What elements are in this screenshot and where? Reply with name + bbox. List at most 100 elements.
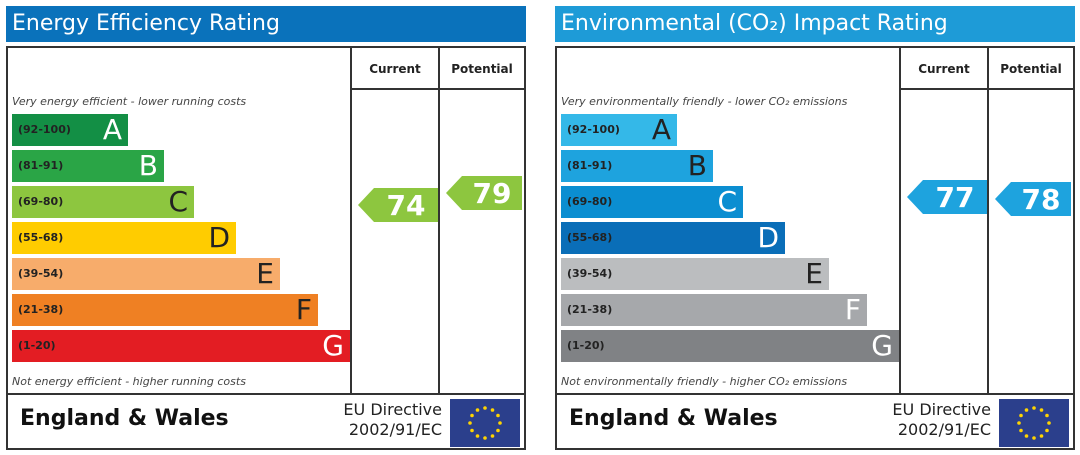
flag-star [470,413,474,418]
rating-band-f: (21-38) F [561,294,867,326]
potential-score-arrow-value: 79 [473,177,512,210]
band-range-label: (55-68) [18,231,64,244]
band-letter: C [168,185,188,218]
band-letter: F [844,293,861,326]
current-score-arrow-shape [358,188,438,222]
current-column-header: Current [918,62,970,76]
potential-score-arrow-shape [446,176,522,210]
potential-score-arrow: 78 [995,182,1071,216]
flag-star [1019,428,1023,433]
band-letter: G [322,329,344,362]
current-column-header: Current [369,62,421,76]
flag-star [496,428,500,433]
environmental-directive: EU Directive 2002/91/EC [861,400,991,440]
current-score-arrow-value: 77 [936,181,975,214]
environmental-impact-panel: Environmental (CO₂) Impact Rating Curren… [555,6,1075,450]
band-letter: D [208,221,230,254]
current-score-arrow-value: 74 [387,189,426,222]
energy-bottom-note: Not energy efficient - higher running co… [12,375,246,388]
environmental-bottom-note: Not environmentally friendly - higher CO… [561,375,848,388]
flag-star [1032,406,1036,410]
flag-star [468,421,472,425]
band-range-label: (1-20) [18,339,56,352]
flag-star [496,413,500,418]
band-range-label: (1-20) [567,339,605,352]
band-letter: E [805,257,823,290]
flag-star [475,434,480,438]
flag-star [490,434,495,438]
band-letter: C [717,185,737,218]
flag-star [1045,428,1049,433]
band-letter: G [871,329,893,362]
potential-score-arrow-value: 78 [1022,183,1061,216]
flag-star [498,421,502,425]
flag-star [1024,434,1029,438]
rating-band-a: (92-100) A [12,114,128,146]
band-letter: E [256,257,274,290]
potential-column-header: Potential [1000,62,1062,76]
potential-score-arrow-shape [995,182,1071,216]
rating-band-g: (1-20) G [561,330,899,362]
energy-directive: EU Directive 2002/91/EC [312,400,442,440]
band-range-label: (92-100) [18,123,71,136]
band-range-label: (92-100) [567,123,620,136]
rating-band-c: (69-80) C [12,186,194,218]
flag-star [1019,413,1023,418]
directive-line-1: EU Directive [892,400,991,419]
energy-top-note: Very energy efficient - lower running co… [12,95,247,108]
energy-efficiency-panel: Energy Efficiency Rating Current Potenti… [6,6,526,450]
current-score-arrow: 77 [907,180,987,214]
flag-star [470,428,474,433]
eu-flag-icon [450,399,520,447]
energy-title: Energy Efficiency Rating [6,6,526,42]
flag-star [1047,421,1051,425]
band-letter: A [651,113,671,146]
band-range-label: (21-38) [567,303,613,316]
flag-star [490,408,495,412]
flag-star [1032,436,1036,440]
environmental-top-note: Very environmentally friendly - lower CO… [561,95,848,108]
band-letter: B [687,149,707,182]
rating-band-b: (81-91) B [12,150,164,182]
directive-line-1: EU Directive [343,400,442,419]
environmental-chart-frame: Current Potential Very environmentally f… [555,46,1075,450]
flag-star [1024,408,1029,412]
flag-star [483,436,487,440]
rating-band-e: (39-54) E [561,258,829,290]
flag-star [475,408,480,412]
rating-band-g: (1-20) G [12,330,350,362]
band-range-label: (69-80) [18,195,64,208]
directive-line-2: 2002/91/EC [897,420,991,439]
environmental-region-label: England & Wales [569,406,778,431]
band-range-label: (69-80) [567,195,613,208]
rating-band-f: (21-38) F [12,294,318,326]
rating-band-e: (39-54) E [12,258,280,290]
band-range-label: (39-54) [18,267,64,280]
current-score-arrow-shape [907,180,987,214]
flag-star [1017,421,1021,425]
band-range-label: (21-38) [18,303,64,316]
band-letter: F [295,293,312,326]
band-letter: A [102,113,122,146]
rating-band-d: (55-68) D [561,222,785,254]
rating-band-b: (81-91) B [561,150,713,182]
flag-star [1045,413,1049,418]
flag-star [1039,408,1044,412]
directive-line-2: 2002/91/EC [348,420,442,439]
band-letter: B [138,149,158,182]
potential-score-arrow: 79 [446,176,522,210]
rating-band-a: (92-100) A [561,114,677,146]
band-range-label: (81-91) [567,159,613,172]
energy-chart-frame: Current Potential Very energy efficient … [6,46,526,450]
rating-band-d: (55-68) D [12,222,236,254]
band-range-label: (55-68) [567,231,613,244]
potential-column-header: Potential [451,62,513,76]
eu-flag-icon [999,399,1069,447]
energy-region-label: England & Wales [20,406,229,431]
current-score-arrow: 74 [358,188,438,222]
environmental-title: Environmental (CO₂) Impact Rating [555,6,1075,42]
band-range-label: (39-54) [567,267,613,280]
rating-band-c: (69-80) C [561,186,743,218]
band-letter: D [757,221,779,254]
band-range-label: (81-91) [18,159,64,172]
